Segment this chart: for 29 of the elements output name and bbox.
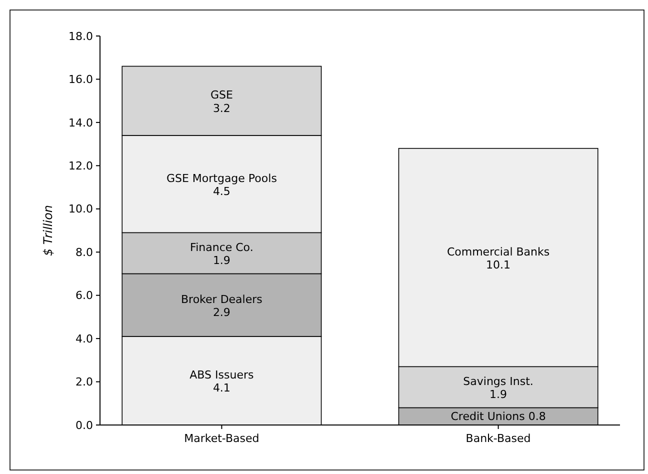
series-label: Commercial Banks bbox=[446, 245, 550, 258]
series-label: GSE Mortgage Pools bbox=[166, 172, 278, 185]
x-tick-label: Market-Based bbox=[184, 432, 260, 445]
x-tick-label: Bank-Based bbox=[466, 432, 531, 445]
y-tick-label: 4.0 bbox=[76, 332, 93, 346]
y-tick-label: 10.0 bbox=[68, 202, 93, 216]
series-label: GSE bbox=[210, 88, 233, 102]
data-label: 0.8 bbox=[528, 410, 546, 424]
data-label: 4.1 bbox=[212, 382, 230, 395]
y-tick-label: 18.0 bbox=[68, 30, 93, 43]
series-label: Savings Inst. bbox=[463, 374, 534, 388]
y-tick-label: 16.0 bbox=[68, 73, 93, 86]
data-label: 2.9 bbox=[212, 306, 230, 320]
y-tick-label: 0.0 bbox=[76, 418, 93, 432]
y-tick-label: 14.0 bbox=[68, 116, 93, 130]
series-label: ABS Issuers bbox=[190, 368, 254, 382]
y-tick-label: 8.0 bbox=[76, 246, 93, 259]
y-axis-title: $ Trillion bbox=[41, 204, 55, 256]
data-label: 4.5 bbox=[212, 185, 230, 198]
y-tick-label: 2.0 bbox=[76, 376, 93, 389]
series-label: Broker Dealers bbox=[181, 292, 263, 306]
series-label: Credit Unions bbox=[450, 410, 525, 424]
y-tick-label: 6.0 bbox=[76, 289, 93, 302]
series-label: Finance Co. bbox=[190, 240, 254, 254]
data-label: 3.2 bbox=[212, 102, 230, 115]
y-tick-label: 12.0 bbox=[68, 160, 93, 173]
data-label: 1.9 bbox=[490, 388, 508, 402]
data-label: 1.9 bbox=[212, 254, 230, 268]
data-label: 10.1 bbox=[486, 258, 511, 272]
